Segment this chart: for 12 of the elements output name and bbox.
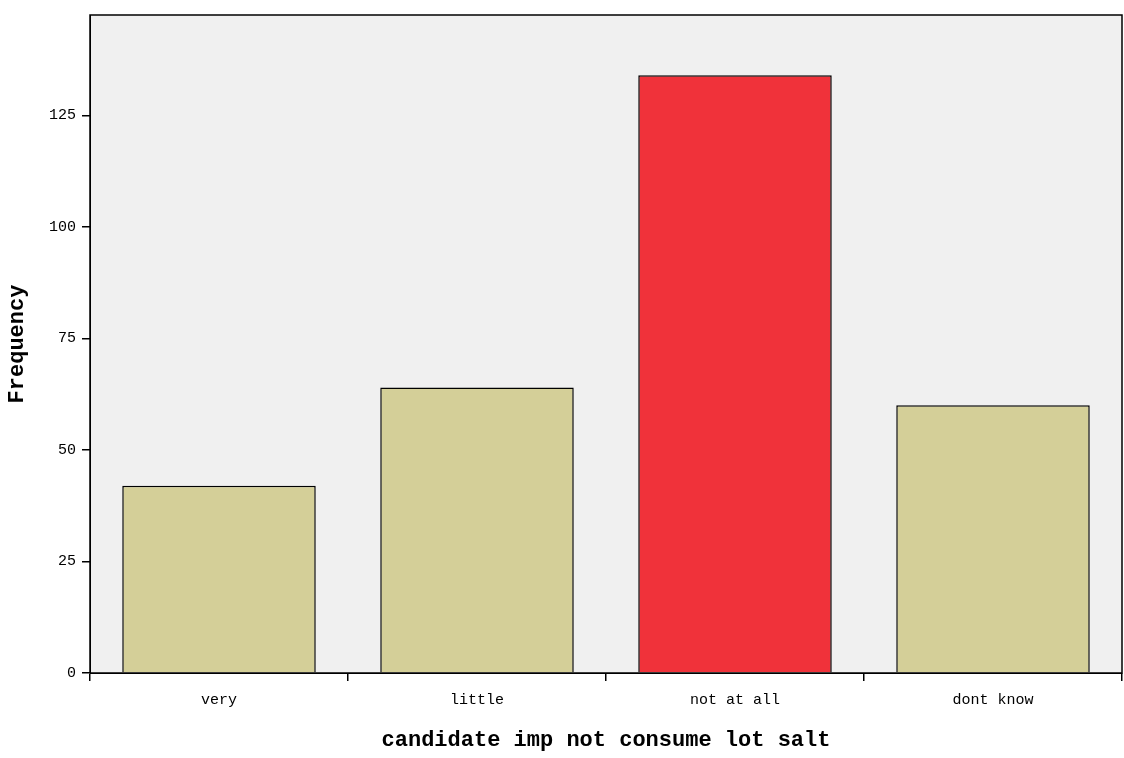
y-tick-label: 100 [48, 218, 76, 236]
x-axis-title: candidate imp not consume lot salt [381, 728, 831, 754]
x-tick-label: dont know [952, 691, 1034, 709]
x-tick-label: not at all [689, 691, 781, 709]
y-tick-label: 75 [57, 330, 76, 348]
x-tick-label: very [200, 691, 238, 709]
y-axis-title: Frequency [4, 284, 30, 404]
y-tick-label: 50 [57, 441, 76, 459]
x-tick-label: little [449, 691, 505, 709]
y-tick-label: 0 [66, 664, 76, 682]
y-tick-label: 125 [48, 107, 76, 125]
y-tick-label: 25 [57, 553, 76, 571]
